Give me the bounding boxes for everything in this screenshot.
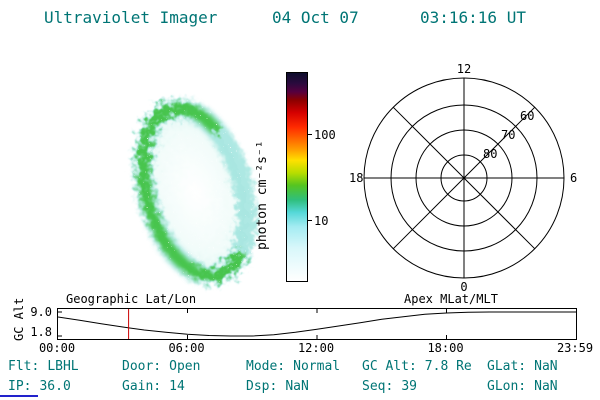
bottom-left-blue-mark xyxy=(0,395,38,397)
status-door-label: Door: xyxy=(122,359,162,374)
colorbar-tick-10 xyxy=(307,220,312,221)
y-tick-9: 9.0 xyxy=(30,305,52,319)
timeline-y-axis-label: GC Alt xyxy=(12,297,26,341)
status-glon: GLon: NaN xyxy=(487,379,558,394)
gc-alt-timeline xyxy=(57,308,577,340)
aurora-image xyxy=(110,92,280,297)
polar-plot: 12 6 0 18 60 70 80 xyxy=(348,62,580,294)
status-ip-label: IP: xyxy=(8,379,32,394)
status-seq: Seq: 39 xyxy=(362,379,417,394)
mlt-label-12: 12 xyxy=(457,62,471,76)
gc-alt-curve xyxy=(57,311,576,337)
header-time: 03:16:16 UT xyxy=(420,8,526,27)
status-glat: GLat: NaN xyxy=(487,359,558,374)
status-mode-label: Mode: xyxy=(246,359,286,374)
mlt-label-0: 0 xyxy=(460,280,467,294)
timeline-svg xyxy=(57,309,576,339)
status-gc-alt-value: 7.8 Re xyxy=(424,359,472,374)
status-ip-value: 36.0 xyxy=(39,379,71,394)
mlat-label-70: 70 xyxy=(501,128,515,142)
status-flt-label: Flt: xyxy=(8,359,40,374)
x-tick-1200: 12:00 xyxy=(297,341,335,355)
status-dsp: Dsp: NaN xyxy=(246,379,309,394)
mlt-label-6: 6 xyxy=(570,171,577,185)
status-gc-alt-label: GC Alt: xyxy=(362,359,417,374)
colorbar-tick-100 xyxy=(307,134,312,135)
status-glon-value: NaN xyxy=(534,379,558,394)
status-mode: Mode: Normal xyxy=(246,359,340,374)
status-glon-label: GLon: xyxy=(487,379,527,394)
x-tick-0600: 06:00 xyxy=(168,341,205,355)
status-flt-value: LBHL xyxy=(47,359,79,374)
status-mode-value: Normal xyxy=(293,359,341,374)
mlt-label-18: 18 xyxy=(349,171,363,185)
status-seq-value: 39 xyxy=(401,379,417,394)
status-gain-value: 14 xyxy=(169,379,185,394)
status-gc-alt: GC Alt: 7.8 Re xyxy=(362,359,472,374)
mlat-label-80: 80 xyxy=(483,147,497,161)
status-dsp-value: NaN xyxy=(285,379,309,394)
colorbar-tick-label-100: 100 xyxy=(314,128,336,142)
status-door: Door: Open xyxy=(122,359,200,374)
status-seq-label: Seq: xyxy=(362,379,394,394)
status-dsp-label: Dsp: xyxy=(246,379,278,394)
colorbar-units-label: photon cm⁻²s⁻¹ xyxy=(255,140,270,250)
status-ip: IP: 36.0 xyxy=(8,379,71,394)
x-tick-0000: 00:00 xyxy=(38,341,76,355)
x-tick-1800: 18:00 xyxy=(427,341,464,355)
status-flt: Flt: LBHL xyxy=(8,359,79,374)
status-gain: Gain: 14 xyxy=(122,379,185,394)
status-glat-label: GLat: xyxy=(487,359,527,374)
polar-grid-svg: 12 6 0 18 60 70 80 xyxy=(349,62,577,294)
x-tick-2359: 23:59 xyxy=(556,341,594,355)
aurora-svg xyxy=(133,98,257,286)
timeline-right-title: Apex MLat/MLT xyxy=(404,292,498,306)
y-tick-1_8: 1.8 xyxy=(30,325,52,339)
colorbar xyxy=(286,72,308,282)
app-title: Ultraviolet Imager xyxy=(44,8,218,27)
status-glat-value: NaN xyxy=(534,359,558,374)
colorbar-tick-label-10: 10 xyxy=(314,214,329,228)
timeline-left-title: Geographic Lat/Lon xyxy=(66,292,197,306)
status-door-value: Open xyxy=(169,359,201,374)
mlat-label-60: 60 xyxy=(520,109,534,123)
status-gain-label: Gain: xyxy=(122,379,162,394)
header-date: 04 Oct 07 xyxy=(272,8,359,27)
